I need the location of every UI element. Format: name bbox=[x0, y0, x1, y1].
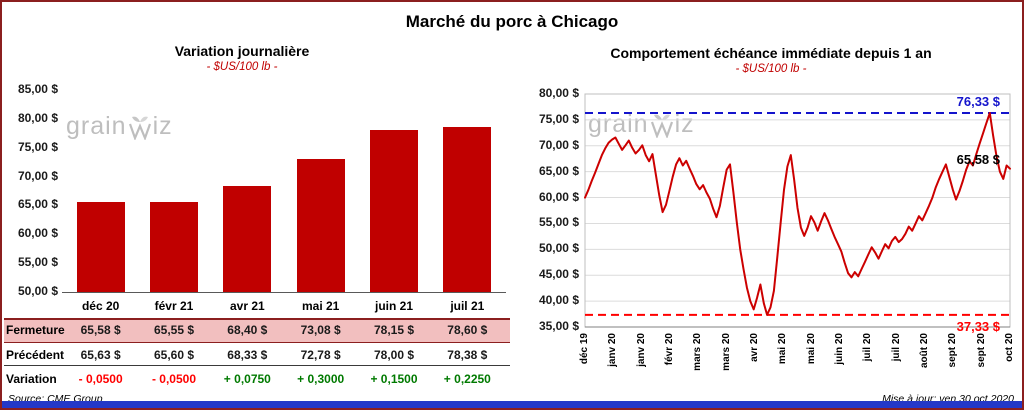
bar bbox=[76, 202, 125, 292]
table-cell: + 0,3000 bbox=[297, 372, 345, 386]
grainwiz-leaf-icon bbox=[650, 114, 673, 138]
x-axis-tick-label: janv 20 bbox=[635, 333, 647, 367]
watermark-text-pre: grain bbox=[66, 112, 127, 140]
table-cell: 72,78 $ bbox=[300, 348, 341, 362]
table-cell: 68,40 $ bbox=[227, 323, 268, 337]
y-axis-tick-label: 80,00 $ bbox=[17, 110, 58, 125]
x-category-label: avr 21 bbox=[229, 299, 265, 313]
x-axis-tick-label: févr 20 bbox=[664, 333, 675, 366]
table-row-label: Fermeture bbox=[6, 323, 65, 337]
x-axis-tick-label: mars 20 bbox=[720, 333, 732, 371]
y-axis-tick-label: 50,00 $ bbox=[17, 284, 58, 298]
x-category-label: mai 21 bbox=[301, 299, 340, 313]
y-axis-tick-label: 50,00 $ bbox=[538, 241, 579, 256]
x-axis-tick-label: juin 20 bbox=[834, 333, 845, 365]
table-cell: + 0,1500 bbox=[370, 372, 418, 386]
y-axis-tick-label: 75,00 $ bbox=[17, 139, 58, 154]
high-value-label: 76,33 $ bbox=[956, 94, 1000, 109]
bottom-accent-bar bbox=[2, 401, 1022, 408]
table-row-label: Précédent bbox=[6, 348, 65, 362]
y-axis-tick-label: 85,00 $ bbox=[17, 82, 58, 96]
watermark-text-post: iz bbox=[152, 112, 173, 140]
bar bbox=[150, 202, 198, 292]
table-cell: 65,60 $ bbox=[153, 348, 195, 362]
y-axis-tick-label: 60,00 $ bbox=[538, 189, 579, 204]
table-cell: - 0,0500 bbox=[78, 372, 123, 386]
table-cell: 65,58 $ bbox=[80, 323, 121, 337]
table-cell: 78,60 $ bbox=[447, 323, 488, 337]
x-axis-tick-label: oct 20 bbox=[1004, 333, 1015, 362]
table-row bbox=[4, 318, 510, 343]
table-cell: 68,33 $ bbox=[227, 348, 268, 362]
x-axis-tick-label: mars 20 bbox=[692, 333, 704, 371]
line-chart-title: Comportement échéance immédiate depuis 1… bbox=[610, 45, 932, 61]
x-category-label: déc 20 bbox=[81, 299, 120, 313]
x-axis-tick-label: sept 20 bbox=[947, 333, 959, 368]
watermark-text-pre: grain bbox=[588, 110, 649, 138]
x-category-label: juil 21 bbox=[450, 299, 485, 313]
table-cell: 78,38 $ bbox=[447, 348, 488, 362]
table-row bbox=[4, 343, 510, 366]
table-cell: 78,15 $ bbox=[373, 323, 415, 337]
y-axis-tick-label: 75,00 $ bbox=[538, 111, 579, 126]
y-axis-tick-label: 80,00 $ bbox=[538, 86, 579, 100]
table-cell: - 0,0500 bbox=[151, 372, 197, 386]
last-value-label: 65,58 $ bbox=[956, 151, 1000, 167]
x-category-label: févr 21 bbox=[154, 299, 194, 313]
x-axis-tick-label: avr 20 bbox=[749, 333, 760, 362]
x-axis-tick-label: sept 20 bbox=[975, 333, 987, 368]
x-axis-tick-label: août 20 bbox=[919, 333, 930, 369]
line-chart-subtitle: - $US/100 lb - bbox=[735, 63, 807, 75]
bar-chart-title: Variation journalière bbox=[174, 43, 310, 59]
x-axis-tick-label: mai 20 bbox=[805, 333, 817, 365]
x-axis-tick-label: déc 19 bbox=[579, 333, 590, 365]
bar bbox=[443, 126, 492, 292]
table-cell: 73,08 $ bbox=[300, 323, 341, 337]
x-axis-tick-label: mai 20 bbox=[777, 333, 789, 365]
y-axis-tick-label: 60,00 $ bbox=[17, 226, 58, 241]
grainwiz-watermark: grain iz bbox=[66, 112, 173, 141]
table-cell: 65,55 $ bbox=[153, 323, 195, 337]
table-row-label: Variation bbox=[6, 372, 57, 386]
y-axis-tick-label: 70,00 $ bbox=[17, 168, 58, 183]
low-value-label: 37,33 $ bbox=[956, 318, 1000, 334]
y-axis-tick-label: 55,00 $ bbox=[538, 215, 579, 230]
table-cell: 65,63 $ bbox=[80, 348, 121, 362]
table-cell: + 0,2250 bbox=[443, 372, 491, 386]
watermark-text-post: iz bbox=[674, 110, 695, 138]
table-cell: 78,00 $ bbox=[373, 348, 415, 362]
price-series-line bbox=[584, 112, 1011, 316]
y-axis-tick-label: 70,00 $ bbox=[538, 137, 579, 152]
y-axis-tick-label: 65,00 $ bbox=[538, 163, 579, 178]
bar bbox=[370, 129, 418, 292]
page-title: Marché du porc à Chicago bbox=[405, 12, 619, 31]
x-category-label: juin 21 bbox=[374, 299, 413, 313]
grainwiz-watermark: grain iz bbox=[588, 110, 695, 139]
bar bbox=[296, 158, 345, 292]
x-axis-tick-label: janv 20 bbox=[607, 333, 619, 367]
x-axis-line bbox=[62, 292, 506, 293]
bar-chart-subtitle: - $US/100 lb - bbox=[206, 61, 278, 73]
bar bbox=[223, 185, 272, 292]
x-axis-tick-label: juil 20 bbox=[862, 333, 874, 362]
grainwiz-leaf-icon bbox=[128, 116, 151, 140]
y-axis-tick-label: 35,00 $ bbox=[538, 319, 579, 333]
x-axis-tick-label: juil 20 bbox=[890, 333, 902, 362]
table-cell: + 0,0750 bbox=[223, 372, 271, 386]
y-axis-tick-label: 65,00 $ bbox=[17, 197, 58, 212]
y-axis-tick-label: 40,00 $ bbox=[538, 293, 579, 308]
y-axis-tick-label: 45,00 $ bbox=[538, 267, 579, 282]
y-axis-tick-label: 55,00 $ bbox=[17, 255, 58, 270]
